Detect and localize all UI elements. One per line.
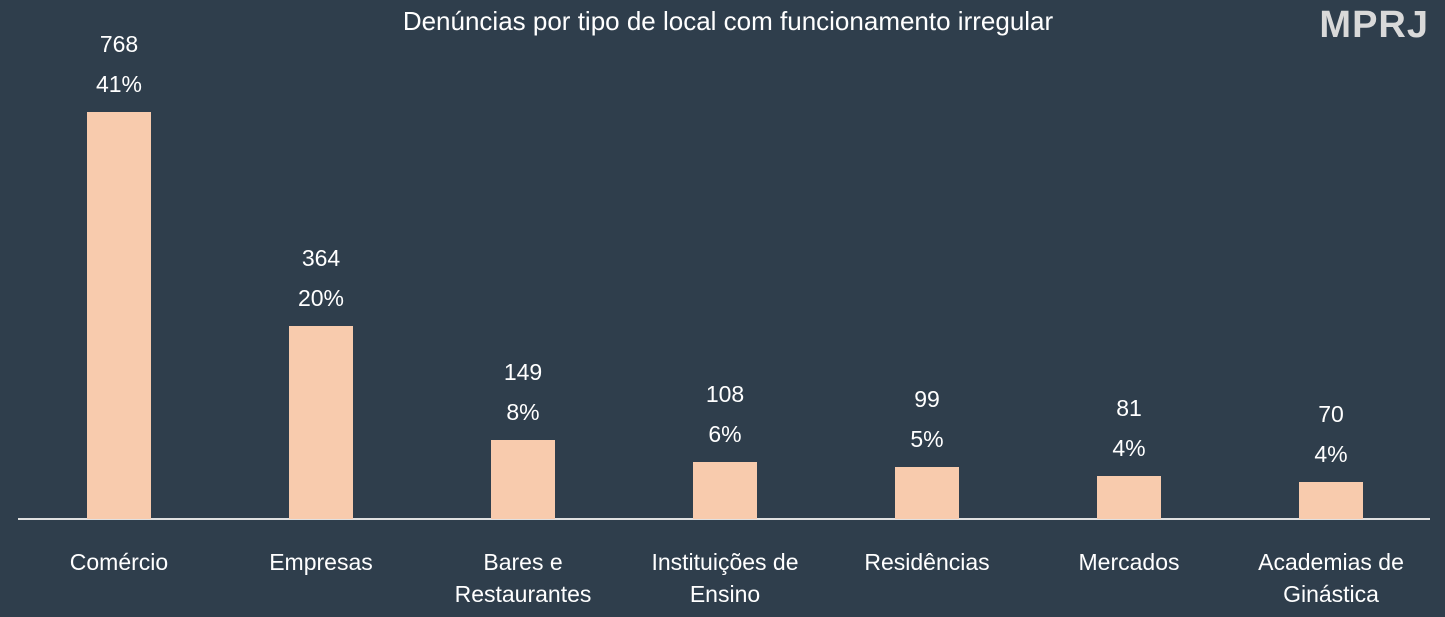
value-label: 149 [503, 359, 543, 386]
x-tick-label: Academias de Ginástica [1258, 549, 1404, 607]
value-label: 768 [99, 30, 139, 57]
bar [289, 326, 353, 519]
bar [491, 440, 555, 519]
x-tick-label: Mercados [1078, 549, 1180, 575]
bar [87, 111, 151, 519]
x-tick-label: Instituições de Ensino [651, 549, 799, 607]
chart-title: Denúncias por tipo de local com funciona… [402, 6, 1054, 36]
x-tick-label: Comércio [69, 549, 169, 575]
bar [693, 461, 757, 519]
bar [1097, 476, 1161, 519]
percent-label: 5% [910, 425, 944, 452]
percent-label: 4% [1112, 435, 1146, 462]
value-label: 364 [301, 245, 341, 272]
percent-label: 6% [708, 420, 742, 447]
percent-label: 8% [506, 399, 540, 426]
x-axis-line [18, 518, 1430, 520]
x-tick-label: Bares e Restaurantes [454, 549, 592, 607]
logo: MPRJ [1319, 4, 1429, 46]
bar [1299, 481, 1363, 519]
value-label: 99 [914, 385, 940, 412]
value-label: 108 [705, 380, 745, 407]
value-label: 81 [1116, 395, 1142, 422]
x-tick-label: Empresas [269, 549, 373, 575]
bar [895, 466, 959, 519]
percent-label: 41% [95, 70, 143, 97]
percent-label: 20% [297, 285, 345, 312]
value-label: 70 [1318, 400, 1344, 427]
percent-label: 4% [1314, 440, 1348, 467]
x-tick-label: Residências [864, 549, 990, 575]
